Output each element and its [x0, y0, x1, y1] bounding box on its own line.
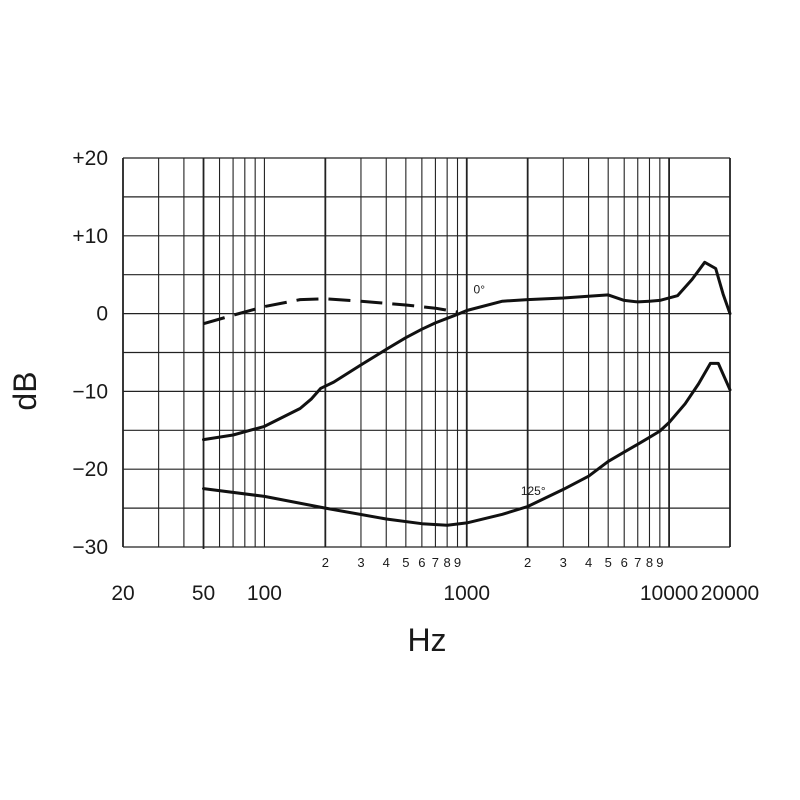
- x-tick-label: 20: [111, 582, 134, 605]
- x-tick-label: 10000: [640, 582, 698, 605]
- y-tick-label: +20: [72, 147, 108, 170]
- x-minor-tick-label: 3: [560, 555, 567, 570]
- curve-annotation: 0°: [474, 282, 486, 296]
- x-minor-tick-label: 4: [383, 555, 390, 570]
- curve-annotation: 125°: [521, 484, 546, 498]
- x-minor-tick-label: 7: [634, 555, 641, 570]
- x-minor-tick-label: 3: [357, 555, 364, 570]
- y-tick-label: −20: [72, 458, 108, 481]
- x-minor-tick-label: 7: [432, 555, 439, 570]
- x-minor-tick-label: 5: [402, 555, 409, 570]
- x-tick-label: 1000: [443, 582, 490, 605]
- y-tick-label: −30: [72, 536, 108, 559]
- y-tick-label: 0: [96, 303, 108, 326]
- y-tick-label: +10: [72, 225, 108, 248]
- x-minor-tick-label: 9: [454, 555, 461, 570]
- x-minor-tick-label: 2: [524, 555, 531, 570]
- x-tick-label: 100: [247, 582, 282, 605]
- x-minor-tick-label: 4: [585, 555, 592, 570]
- curve-annotations: 0° 125°: [474, 282, 546, 498]
- series-line-0: [202, 260, 732, 442]
- y-tick-label: −10: [72, 380, 108, 403]
- x-minor-tick-label: 9: [656, 555, 663, 570]
- x-tick-label: 50: [192, 582, 215, 605]
- x-minor-tick-label: 8: [444, 555, 451, 570]
- grid: [122, 157, 731, 549]
- series-line-1: [203, 297, 458, 326]
- x-minor-tick-label: 2: [322, 555, 329, 570]
- x-minor-tick-label: 6: [418, 555, 425, 570]
- series-line-2: [202, 361, 732, 527]
- series-layer: [202, 260, 732, 527]
- x-axis-label: Hz: [407, 622, 446, 658]
- x-minor-tick-label: 5: [605, 555, 612, 570]
- y-axis-label: dB: [7, 371, 43, 410]
- x-minor-tick-label: 6: [621, 555, 628, 570]
- x-tick-label: 20000: [701, 582, 759, 605]
- x-minor-tick-label: 8: [646, 555, 653, 570]
